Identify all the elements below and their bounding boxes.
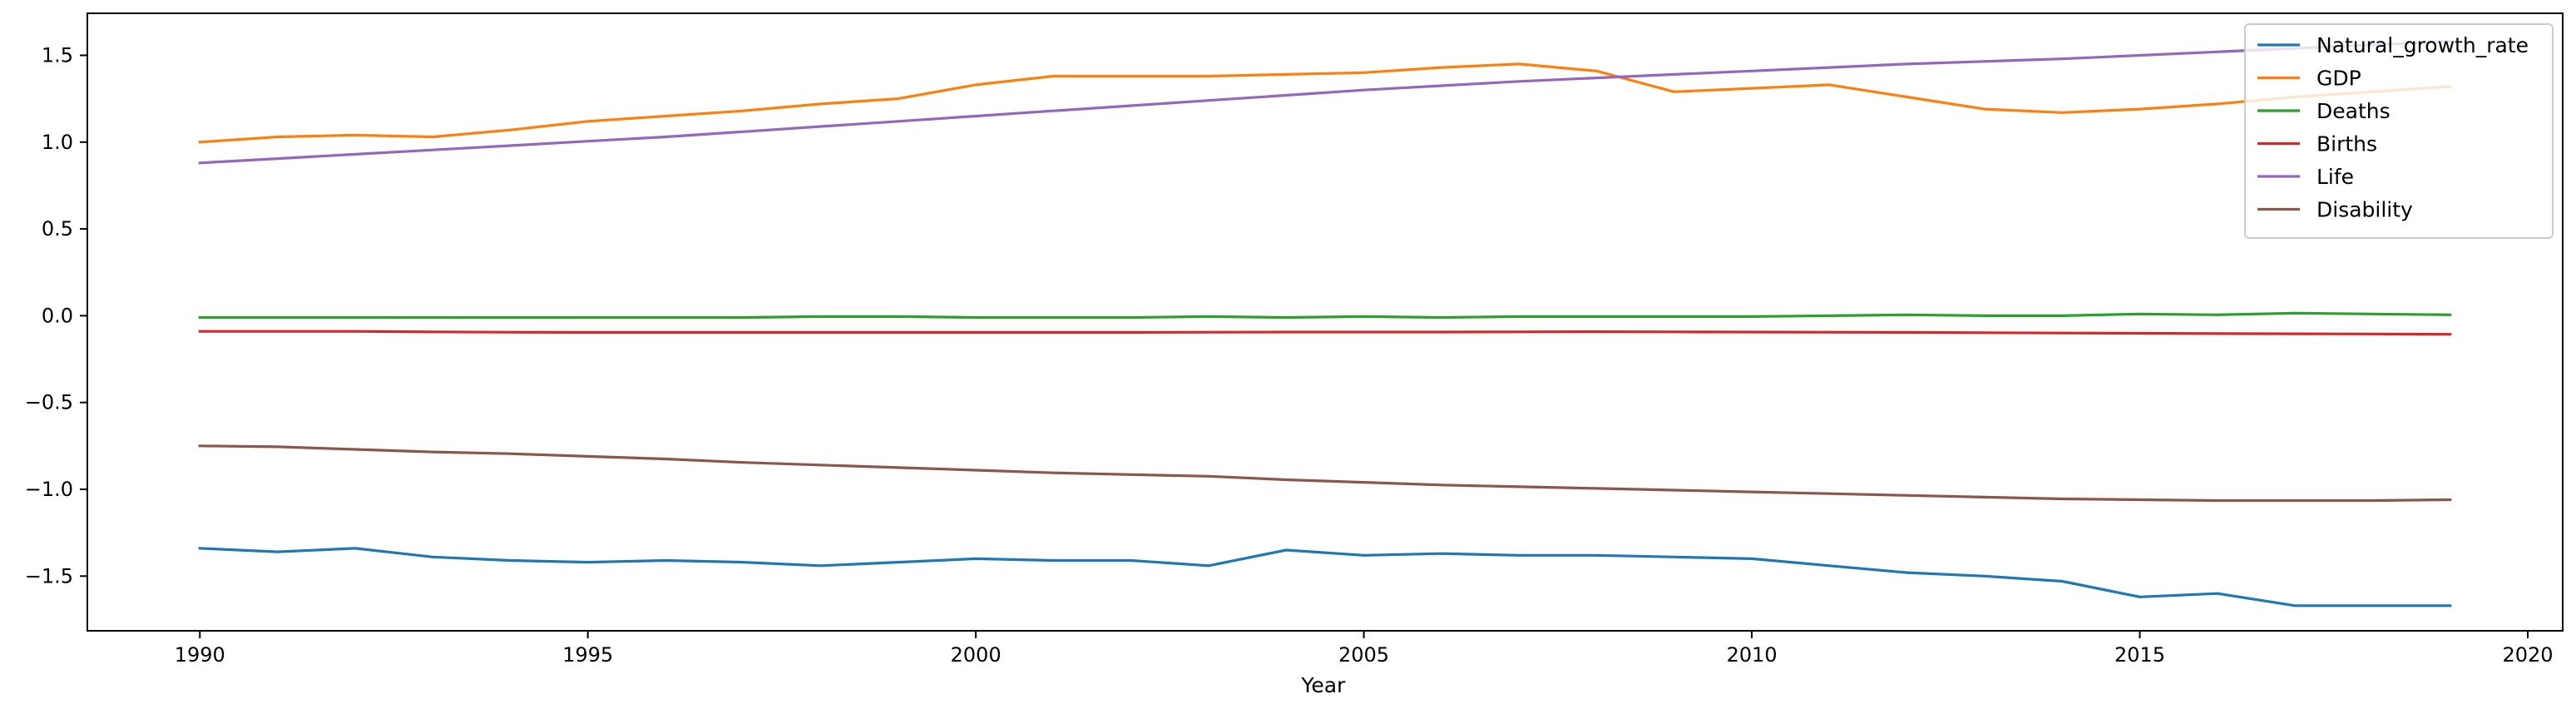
series-line-life: [198, 40, 2452, 165]
x-tick-label: 2005: [1338, 643, 1389, 667]
x-axis-label: Year: [1301, 673, 1347, 697]
legend-entry-label: Disability: [2316, 198, 2413, 222]
y-axis: −1.5 −1.0 −0.5 0.0 0.5 1.0 1.5: [25, 43, 87, 588]
legend: Natural_growth_rate GDP Deaths Births Life Di…: [2244, 23, 2554, 239]
series-line-natural-growth-rate: [198, 547, 2452, 607]
legend-entry-label: GDP: [2316, 67, 2361, 91]
legend-box: [2244, 23, 2554, 239]
series-line-births: [198, 330, 2452, 336]
series-layer: [198, 40, 2452, 607]
x-tick-label: 2000: [951, 643, 1001, 667]
legend-entry-label: Deaths: [2316, 99, 2391, 123]
series-line-gdp: [198, 62, 2452, 144]
x-tick-label: 1995: [562, 643, 613, 667]
y-tick-label: −1.0: [25, 478, 73, 501]
legend-entry-label: Natural_growth_rate: [2316, 33, 2529, 57]
series-line-disability: [198, 444, 2452, 503]
y-tick-label: 0.5: [42, 217, 73, 240]
y-tick-label: −1.5: [25, 564, 73, 588]
y-tick-label: 0.0: [42, 304, 73, 327]
legend-entry-label: Births: [2316, 132, 2377, 156]
y-tick-label: 1.0: [42, 131, 73, 154]
y-tick-label: 1.5: [42, 43, 73, 67]
x-tick-label: 1990: [175, 643, 225, 667]
x-tick-label: 2020: [2502, 643, 2553, 667]
y-tick-label: −0.5: [25, 391, 73, 414]
legend-entry-label: Life: [2316, 165, 2354, 189]
series-line-deaths: [198, 311, 2452, 320]
x-tick-label: 2010: [1727, 643, 1777, 667]
plot-frame: [87, 12, 2564, 632]
x-axis: 1990 1995 2000 2005 2010 2015 2020: [175, 631, 2554, 667]
x-tick-label: 2015: [2114, 643, 2165, 667]
